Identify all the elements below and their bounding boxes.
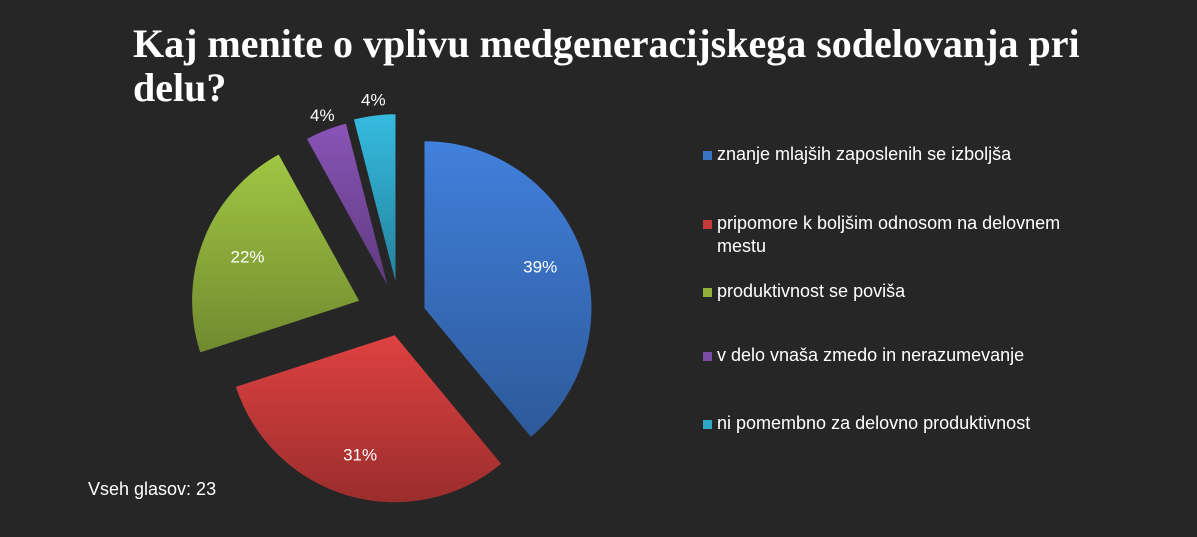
- slice-label-3: 22%: [231, 248, 265, 267]
- legend-swatch-3: [703, 288, 712, 297]
- legend-label-5: ni pomembno za delovno produktivnost: [717, 413, 1031, 433]
- slice-label-1: 39%: [523, 258, 557, 277]
- legend-item-4: v delo vnaša zmedo in nerazumevanje: [703, 344, 1123, 367]
- pie-slice-1: [424, 141, 592, 437]
- legend-label-4: v delo vnaša zmedo in nerazumevanje: [717, 345, 1025, 365]
- total-votes: Vseh glasov: 23: [88, 479, 217, 499]
- legend-swatch-1: [703, 151, 712, 160]
- pie-slice-5: [353, 114, 396, 282]
- chart-title: Kaj menite o vplivu medgeneracijskega so…: [133, 21, 1080, 110]
- pie-slice-4: [307, 123, 388, 286]
- pie-slice-2: [235, 335, 502, 503]
- pie-slice-3: [192, 154, 360, 353]
- legend-swatch-2: [703, 220, 712, 229]
- legend-item-3: produktivnost se poviša: [703, 280, 1123, 303]
- slice-label-5: 4%: [361, 91, 386, 110]
- legend-item-2: pripomore k boljšim odnosom na delovnem …: [703, 212, 1123, 258]
- legend-item-5: ni pomembno za delovno produktivnost: [703, 412, 1123, 435]
- legend-label-1: znanje mlajših zaposlenih se izboljša: [717, 144, 1012, 164]
- slice-label-2: 31%: [343, 445, 377, 464]
- legend-swatch-5: [703, 420, 712, 429]
- legend-label-3: produktivnost se poviša: [717, 281, 906, 301]
- legend-swatch-4: [703, 352, 712, 361]
- slice-label-4: 4%: [310, 106, 335, 125]
- legend-item-1: znanje mlajših zaposlenih se izboljša: [703, 143, 1123, 166]
- legend-label-2: pripomore k boljšim odnosom na delovnem …: [717, 213, 1061, 256]
